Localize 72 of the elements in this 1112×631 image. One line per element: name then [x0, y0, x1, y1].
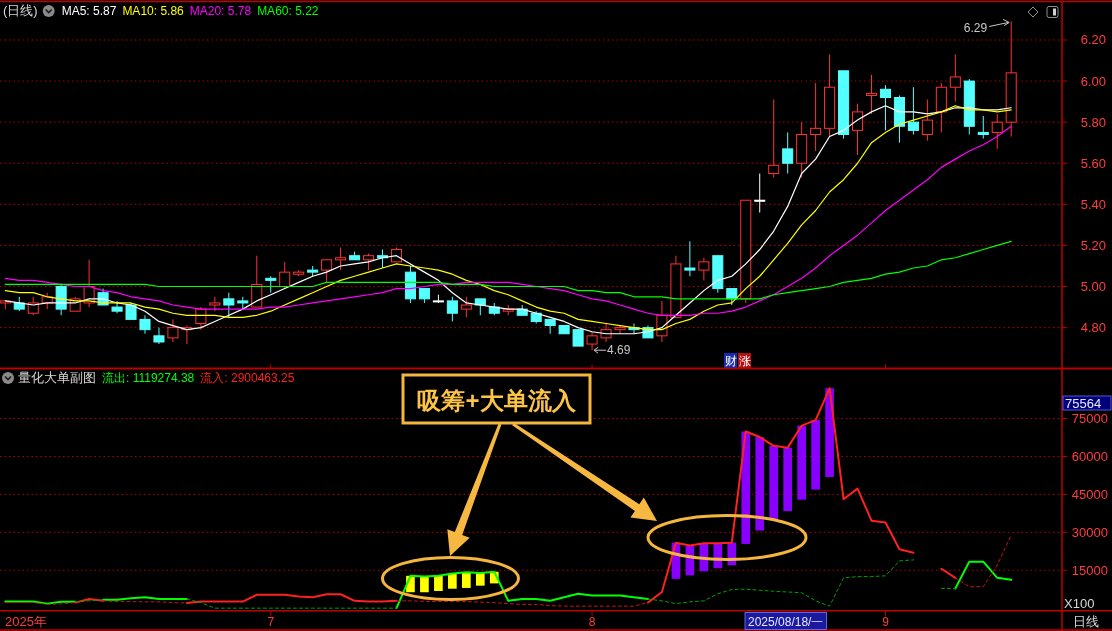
candlestick — [768, 99, 780, 179]
y-tick-label: 5.00 — [1080, 279, 1106, 295]
y-tick-label: 6.00 — [1080, 73, 1106, 89]
bar — [462, 572, 471, 588]
candlestick — [879, 84, 891, 131]
bar — [475, 573, 485, 586]
candlestick — [167, 318, 179, 343]
x-tick-label: 7 — [267, 614, 275, 629]
bar — [783, 447, 793, 512]
y-tick-label: 5.20 — [1080, 237, 1106, 253]
y-tick-label: 15000 — [1071, 562, 1108, 578]
bar — [755, 437, 765, 531]
annotation: 6.29 — [963, 21, 988, 36]
candlestick — [852, 103, 864, 156]
chart-title: 量化大单副图 — [18, 370, 96, 385]
text: 流入: 2900463.25 — [200, 371, 295, 385]
text: 日线 — [1073, 614, 1099, 629]
annotation: 吸筹+大单流入 — [417, 386, 577, 414]
candlestick — [223, 292, 235, 318]
text: 2025/08/18/一 — [748, 614, 824, 629]
candlestick — [279, 261, 291, 290]
y-tick-label: 5.40 — [1080, 196, 1106, 212]
text: X100 — [1064, 596, 1095, 611]
candlestick — [977, 115, 989, 140]
candlestick — [600, 323, 612, 343]
candlestick — [460, 296, 472, 318]
candlestick — [949, 53, 961, 103]
bar — [769, 445, 779, 520]
bar — [448, 573, 457, 589]
bar — [434, 575, 443, 591]
label-badge: 财 — [724, 353, 737, 368]
candlestick — [865, 74, 878, 115]
candlestick — [209, 296, 221, 312]
y-tick-label: 5.60 — [1080, 155, 1106, 171]
x-tick-label: 8 — [588, 614, 596, 629]
text: 2025年 — [5, 614, 47, 629]
candlestick — [614, 325, 626, 335]
text: 流出: 1119274.38 — [102, 371, 195, 385]
y-tick-label: 30000 — [1071, 524, 1108, 540]
candlestick — [139, 314, 151, 335]
y-tick-label: 45000 — [1071, 486, 1108, 502]
candlestick — [810, 82, 822, 152]
candlestick — [684, 240, 696, 277]
y-tick-label: 75000 — [1071, 411, 1108, 427]
candlestick — [907, 86, 919, 135]
candlestick — [754, 173, 766, 214]
candlestick — [782, 131, 794, 175]
candlestick — [921, 99, 933, 142]
x-tick-label: 9 — [882, 614, 890, 629]
candlestick — [321, 259, 333, 283]
y-tick-label: 5.80 — [1080, 114, 1106, 130]
y-tick-label: 60000 — [1071, 448, 1108, 464]
annotation: 4.69 — [607, 343, 631, 358]
candlestick — [446, 296, 458, 322]
bar — [797, 425, 806, 500]
bar — [811, 420, 820, 490]
label-badge: 涨 — [738, 353, 751, 368]
candlestick — [335, 246, 347, 271]
y-tick-label: 4.80 — [1080, 320, 1106, 336]
candlestick — [991, 113, 1003, 150]
text: MA20: 5.78 — [189, 4, 252, 18]
candlestick — [586, 331, 598, 351]
text: 75564 — [1065, 395, 1102, 411]
candlestick — [698, 257, 710, 281]
y-tick-label: 6.20 — [1080, 32, 1106, 48]
bar — [420, 576, 429, 593]
candlestick — [251, 255, 263, 308]
text: MA10: 5.86 — [122, 4, 185, 18]
text: MA60: 5.22 — [257, 4, 319, 18]
text: MA5: 5.87 — [61, 4, 117, 18]
candlestick — [153, 327, 165, 345]
chart-title: (日线) — [3, 3, 38, 18]
